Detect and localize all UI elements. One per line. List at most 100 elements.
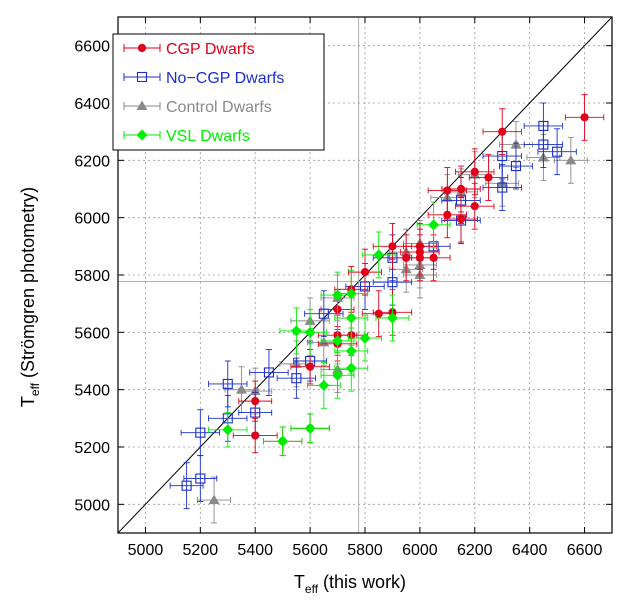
x-tick-label: 5800 bbox=[347, 542, 383, 559]
marker-filled-circle bbox=[498, 127, 507, 136]
data-point bbox=[348, 314, 382, 362]
legend-box bbox=[112, 33, 325, 151]
marker-filled-circle bbox=[580, 113, 589, 122]
data-point bbox=[444, 195, 478, 243]
marker-filled-circle bbox=[306, 362, 315, 371]
x-tick-label: 6400 bbox=[512, 542, 548, 559]
x-tick-label: 6200 bbox=[457, 542, 493, 559]
marker-filled-diamond bbox=[386, 312, 398, 324]
y-tick-label: 5400 bbox=[74, 383, 110, 400]
data-point bbox=[455, 148, 495, 196]
marker-filled-circle bbox=[429, 253, 438, 262]
marker-filled-diamond bbox=[428, 219, 440, 231]
data-point bbox=[290, 413, 330, 444]
legend-label-no-cgp: No−CGP Dwarfs bbox=[166, 70, 284, 87]
legend-label-cgp: CGP Dwarfs bbox=[166, 41, 255, 58]
marker-filled-diamond bbox=[332, 335, 344, 347]
data-point bbox=[197, 476, 231, 524]
y-tick-label: 5200 bbox=[74, 440, 110, 457]
data-point bbox=[293, 308, 328, 356]
data-point bbox=[361, 231, 396, 279]
data-point bbox=[537, 128, 577, 176]
data-point bbox=[553, 136, 588, 184]
legend-item-no-cgp: No−CGP Dwarfs bbox=[123, 70, 284, 87]
marker-filled-diamond bbox=[345, 312, 357, 324]
x-tick-label: 5400 bbox=[237, 542, 273, 559]
marker-filled-diamond bbox=[318, 379, 330, 391]
legend-symbol-vsl bbox=[123, 129, 161, 141]
y-axis-label: Teff (Strömgren photometry) bbox=[18, 187, 42, 407]
data-point bbox=[183, 455, 218, 502]
y-tick-label: 6200 bbox=[74, 153, 110, 170]
legend-label-vsl: VSL Dwarfs bbox=[166, 128, 250, 145]
y-tick-label: 6400 bbox=[74, 96, 110, 113]
x-tick-label: 5200 bbox=[183, 542, 219, 559]
marker-filled-circle bbox=[470, 202, 479, 211]
legend: CGP Dwarfs No−CGP Dwarfs Control Dwarfs … bbox=[112, 33, 325, 151]
marker-filled-circle bbox=[360, 268, 370, 277]
data-point bbox=[249, 349, 289, 396]
y-axis-label-main: T bbox=[18, 396, 38, 407]
marker-filled-circle bbox=[484, 173, 493, 182]
legend-symbol-cgp bbox=[123, 43, 161, 53]
data-point bbox=[290, 349, 330, 385]
data-point bbox=[304, 290, 344, 338]
data-point bbox=[348, 248, 382, 296]
marker-filled-diamond bbox=[345, 345, 357, 357]
marker-open-square bbox=[222, 378, 233, 389]
y-tick-label: 5000 bbox=[74, 497, 110, 514]
marker-filled-triangle bbox=[208, 494, 220, 505]
legend-item-cgp: CGP Dwarfs bbox=[123, 41, 255, 58]
marker-open-square bbox=[181, 480, 192, 491]
legend-marker bbox=[136, 100, 148, 110]
marker-open-square bbox=[195, 473, 206, 484]
marker-filled-diamond bbox=[332, 369, 344, 381]
marker-filled-circle bbox=[456, 215, 466, 224]
x-axis-label-main: T bbox=[294, 572, 305, 592]
legend-symbol-control bbox=[123, 100, 161, 110]
marker-filled-diamond bbox=[222, 424, 234, 436]
y-axis-label-sub: eff bbox=[28, 382, 42, 396]
data-point bbox=[232, 417, 278, 454]
x-tick-label: 6000 bbox=[402, 542, 438, 559]
data-layer bbox=[169, 93, 605, 524]
data-point bbox=[306, 361, 341, 409]
legend-item-vsl: VSL Dwarfs bbox=[123, 128, 250, 145]
x-tick-label: 6600 bbox=[567, 542, 603, 559]
x-axis-label-sub: eff bbox=[305, 582, 319, 596]
data-point bbox=[416, 201, 451, 249]
marker-open-square bbox=[263, 367, 274, 378]
marker-filled-diamond bbox=[359, 332, 371, 344]
legend-marker bbox=[136, 129, 148, 141]
y-tick-label: 6000 bbox=[74, 211, 110, 228]
data-point bbox=[468, 154, 509, 201]
y-axis-label-rest: (Strömgren photometry) bbox=[18, 187, 38, 383]
marker-open-square bbox=[510, 161, 521, 172]
y-tick-label: 5600 bbox=[74, 325, 110, 342]
marker-filled-diamond bbox=[373, 249, 385, 261]
marker-filled-triangle bbox=[565, 154, 577, 165]
marker-filled-circle bbox=[388, 242, 397, 251]
marker-filled-circle bbox=[443, 186, 452, 195]
y-tick-label: 5800 bbox=[74, 268, 110, 285]
x-axis-label-rest: (this work) bbox=[318, 572, 406, 592]
marker-filled-diamond bbox=[345, 288, 357, 300]
marker-filled-circle bbox=[415, 242, 424, 251]
marker-filled-circle bbox=[251, 431, 260, 440]
data-point bbox=[564, 93, 605, 141]
legend-item-control: Control Dwarfs bbox=[123, 99, 272, 116]
data-point bbox=[238, 380, 273, 422]
data-point bbox=[334, 270, 369, 318]
data-point bbox=[180, 409, 220, 457]
legend-marker bbox=[137, 43, 147, 53]
marker-open-square bbox=[195, 427, 206, 438]
marker-open-square bbox=[291, 373, 302, 384]
data-point bbox=[169, 462, 204, 510]
marker-open-square bbox=[497, 182, 508, 193]
data-point bbox=[208, 412, 248, 448]
series-3 bbox=[208, 201, 451, 457]
x-tick-label: 5000 bbox=[128, 542, 164, 559]
marker-filled-circle bbox=[470, 167, 479, 176]
